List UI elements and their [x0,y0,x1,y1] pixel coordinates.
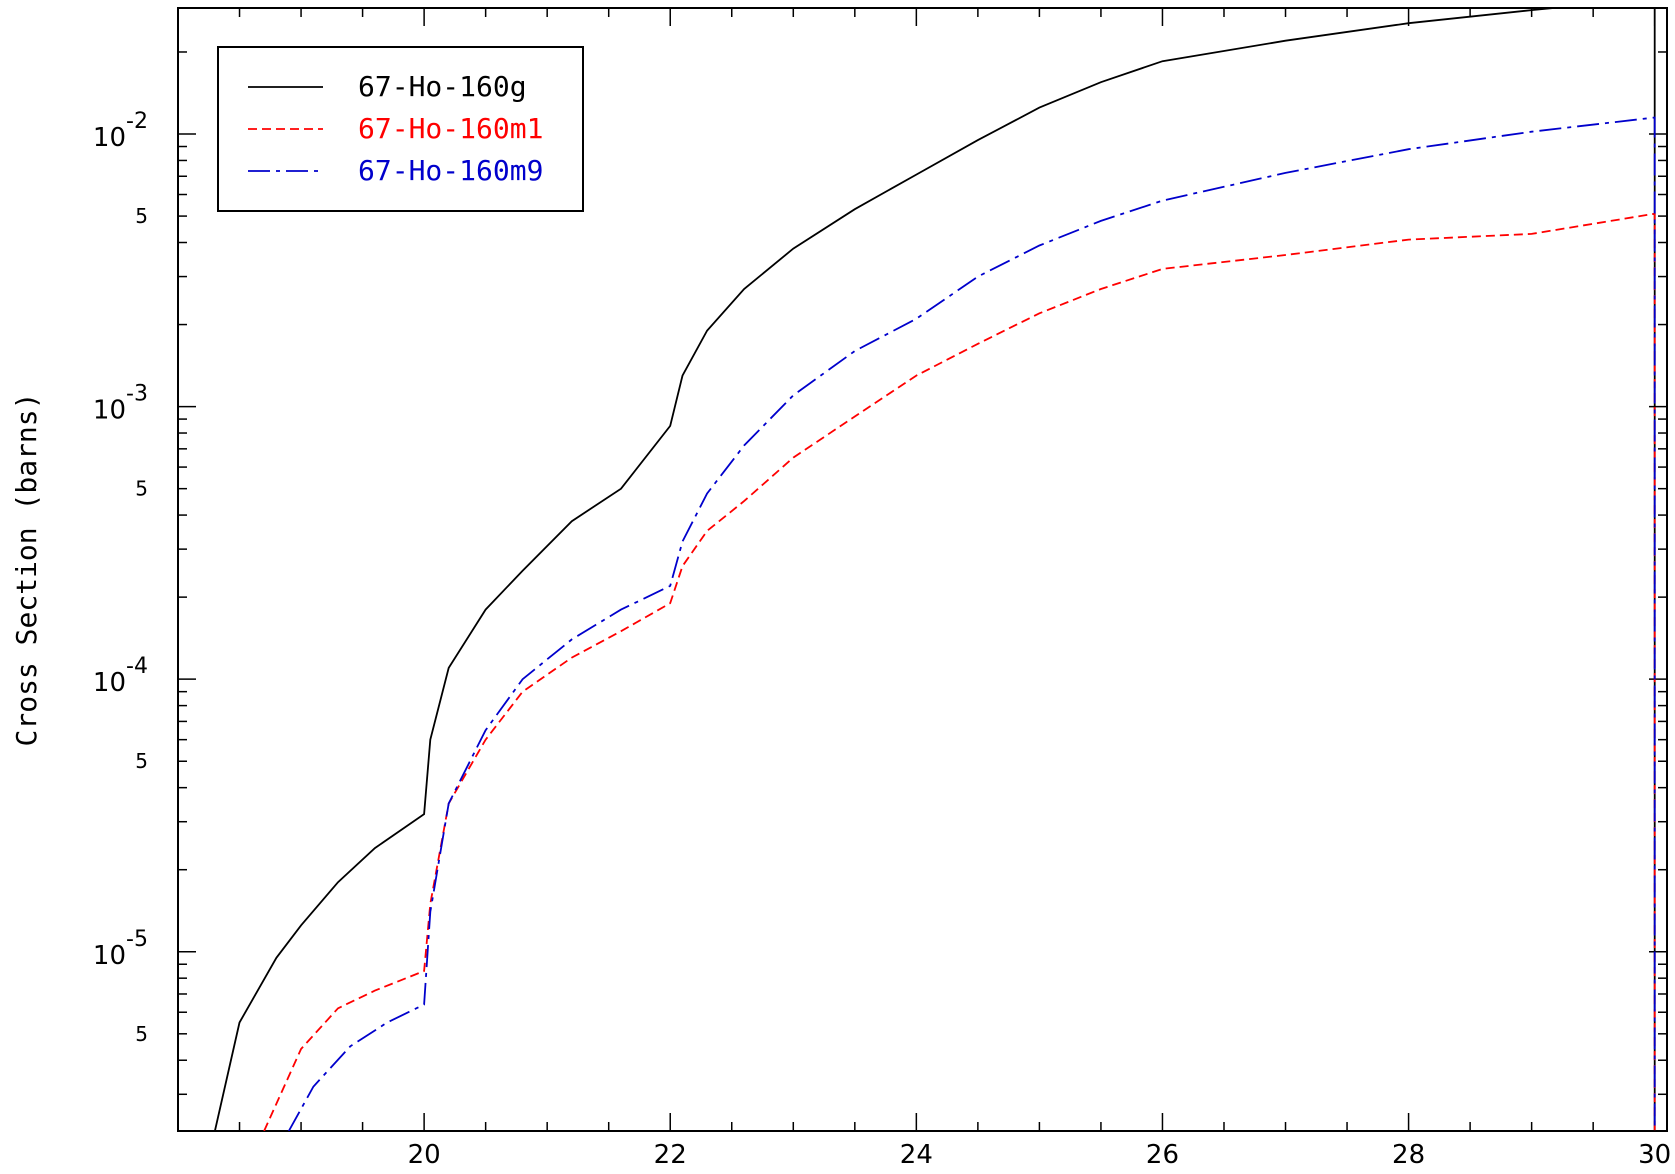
y-tick-exponent: -3 [126,382,148,407]
y-tick-base: 10 [93,941,126,971]
y-decade-label: 10-4 [93,654,148,698]
legend-entry: 67-Ho-160g [248,70,527,103]
x-tick-label: 30 [1638,1140,1671,1170]
y-axis-title: Cross Section (barns) [10,392,43,746]
x-tick-label: 24 [900,1140,933,1170]
y-minor-label: 5 [135,204,148,228]
y-decade-label: 10-2 [93,109,148,153]
series-line-1 [214,8,1656,1131]
legend-entry: 67-Ho-160m1 [248,112,543,145]
x-tick-labels: 20 22 24 26 28 30 [408,1140,1672,1170]
y-decade-label: 10-5 [93,927,148,971]
y-minor-label: 5 [135,477,148,501]
y-tick-exponent: -2 [126,109,148,134]
x-tick-label: 26 [1146,1140,1179,1170]
y-tick-exponent: -4 [126,654,148,679]
legend-label: 67-Ho-160m9 [358,154,543,187]
series-line-3 [288,116,1656,1131]
x-tick-label: 22 [654,1140,687,1170]
series-line-2 [263,212,1656,1131]
series-layer [214,8,1656,1131]
y-tick-exponent: -5 [126,927,148,952]
legend-label: 67-Ho-160g [358,70,527,103]
x-tick-label: 28 [1392,1140,1425,1170]
y-tick-base: 10 [93,123,126,153]
y-decade-label: 10-3 [93,382,148,426]
axis-ticks [177,8,1667,1131]
legend-entry: 67-Ho-160m9 [248,154,543,187]
legend: 67-Ho-160g 67-Ho-160m1 67-Ho-160m9 [217,46,584,212]
y-tick-base: 10 [93,396,126,426]
y-tick-base: 10 [93,668,126,698]
x-tick-label: 20 [408,1140,441,1170]
plot-frame [177,7,1668,1132]
y-minor-label: 5 [135,749,148,773]
y-minor-label: 5 [135,1022,148,1046]
legend-label: 67-Ho-160m1 [358,112,543,145]
